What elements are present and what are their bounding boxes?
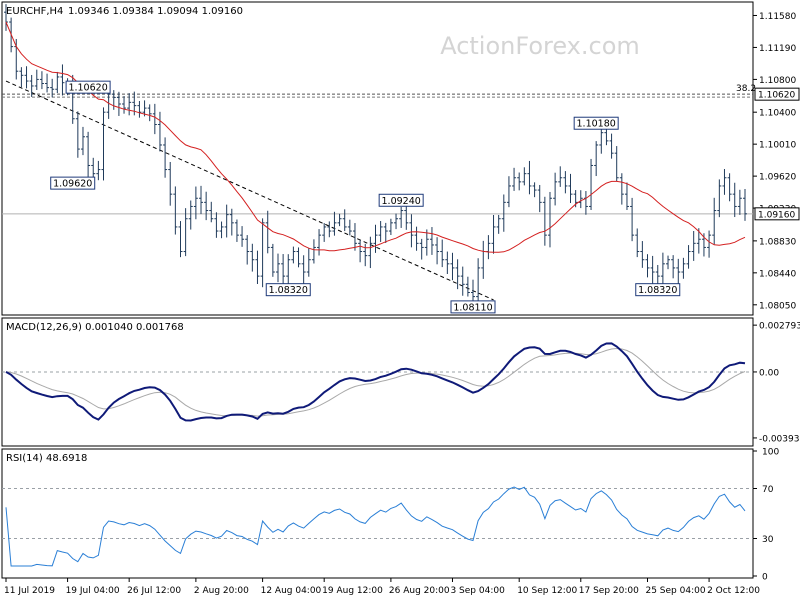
x-axis-label: 26 Aug 20:00	[389, 586, 450, 596]
level-annotation-text: 1.09240	[382, 196, 421, 207]
macd-line	[5, 342, 746, 422]
trendline	[5, 80, 494, 301]
macd-y-tick-label: 0.00	[759, 368, 779, 378]
fib-label: 38.2	[736, 84, 756, 94]
fib-level-price-box	[754, 87, 800, 101]
level-annotation-box	[450, 300, 496, 314]
chart-ohlc: 1.09346 1.09384 1.09094 1.09160	[68, 6, 243, 17]
x-axis-label: 19 Jul 04:00	[66, 586, 120, 596]
price-y-tick-label: 1.08050	[759, 301, 796, 311]
level-annotation-box	[635, 283, 681, 297]
rsi-label: RSI(14) 48.6918	[6, 453, 87, 464]
macd-signal-line	[5, 347, 746, 417]
rsi-y-tick-label: 70	[762, 485, 774, 495]
rsi-y-tick-label: 30	[762, 535, 774, 545]
level-annotation-box	[50, 176, 96, 190]
moving-average-line	[5, 21, 746, 253]
price-y-tick-label: 1.08440	[759, 269, 796, 279]
macd-y-tick-label: -0.003938	[759, 434, 800, 444]
price-y-tick-label: 1.10010	[759, 141, 796, 151]
x-axis-label: 17 Sep 20:00	[579, 586, 639, 596]
x-axis-label: 11 Jul 2019	[4, 586, 55, 596]
x-axis-label: 26 Jul 12:00	[127, 586, 181, 596]
axis-layer: 1.11580 1.11190 1.10800 1.10400 1.10010 1.096…	[4, 12, 800, 596]
level-annotation-box	[378, 193, 424, 207]
rsi-line	[5, 486, 746, 567]
level-annotation-text: 1.10180	[577, 119, 616, 130]
price-y-tick-label: 1.11190	[759, 44, 796, 54]
x-axis-label: 2 Aug 20:00	[194, 586, 249, 596]
x-axis-label: 12 Aug 04:00	[261, 586, 322, 596]
level-annotation-text: 1.08320	[638, 285, 677, 296]
price-y-tick-label: 1.10400	[759, 109, 796, 119]
macd-layer	[2, 342, 753, 422]
level-annotation-text: 1.10620	[68, 83, 107, 94]
level-annotation-text: 1.09620	[53, 179, 92, 190]
price-panel-frame	[1, 1, 754, 316]
rsi-layer	[2, 486, 753, 567]
rsi-panel-frame	[1, 448, 754, 579]
level-annotation-text: 1.08110	[453, 302, 492, 313]
x-axis-label: 2 Oct 12:00	[707, 586, 760, 596]
current-price-label: 1.09160	[758, 210, 795, 220]
price-y-tick-label: 1.10800	[759, 76, 796, 86]
level-annotation-text: 1.08320	[269, 285, 308, 296]
price-layer: 1.10620 1.09620 1.08320 1.09240 1.08110 1.101…	[2, 4, 753, 314]
chart-symbol: EURCHF,H4	[6, 6, 63, 17]
level-annotation-box	[65, 80, 111, 94]
price-y-tick-label: 1.08830	[759, 237, 796, 247]
rsi-y-tick-label: 100	[762, 448, 779, 458]
x-axis-label: 25 Sep 04:00	[645, 586, 705, 596]
level-annotation-box	[265, 283, 311, 297]
x-axis-label: 3 Sep 04:00	[450, 586, 505, 596]
macd-panel-frame	[1, 317, 754, 447]
level-annotation-box	[573, 116, 619, 130]
rsi-y-tick-label: 0	[762, 573, 768, 583]
x-axis-label: 10 Sep 12:00	[517, 586, 577, 596]
x-axis-label: 19 Aug 12:00	[322, 586, 383, 596]
current-price-box	[754, 207, 800, 221]
watermark: ActionForex.com	[440, 32, 640, 60]
fib-level-price-label: 1.10620	[758, 91, 795, 101]
macd-y-tick-label: 0.002793	[759, 322, 800, 332]
price-y-tick-label: 1.09620	[759, 173, 796, 183]
price-y-tick-label: 1.11580	[759, 12, 796, 22]
macd-label: MACD(12,26,9) 0.001040 0.001768	[6, 322, 184, 333]
